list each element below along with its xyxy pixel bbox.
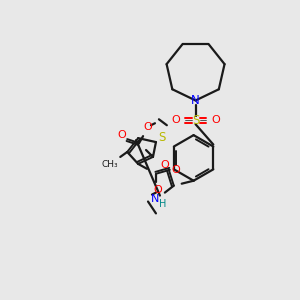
Text: O: O bbox=[144, 122, 152, 132]
Text: S: S bbox=[158, 130, 166, 144]
Text: H: H bbox=[159, 200, 167, 209]
Text: O: O bbox=[171, 165, 180, 175]
Text: O: O bbox=[160, 160, 169, 170]
Text: CH₃: CH₃ bbox=[101, 160, 118, 169]
Text: N: N bbox=[191, 94, 200, 107]
Text: N: N bbox=[151, 194, 159, 203]
Text: O: O bbox=[117, 130, 126, 140]
Text: S: S bbox=[192, 114, 199, 127]
Text: O: O bbox=[211, 115, 220, 125]
Text: O: O bbox=[154, 184, 162, 195]
Text: O: O bbox=[171, 115, 180, 125]
